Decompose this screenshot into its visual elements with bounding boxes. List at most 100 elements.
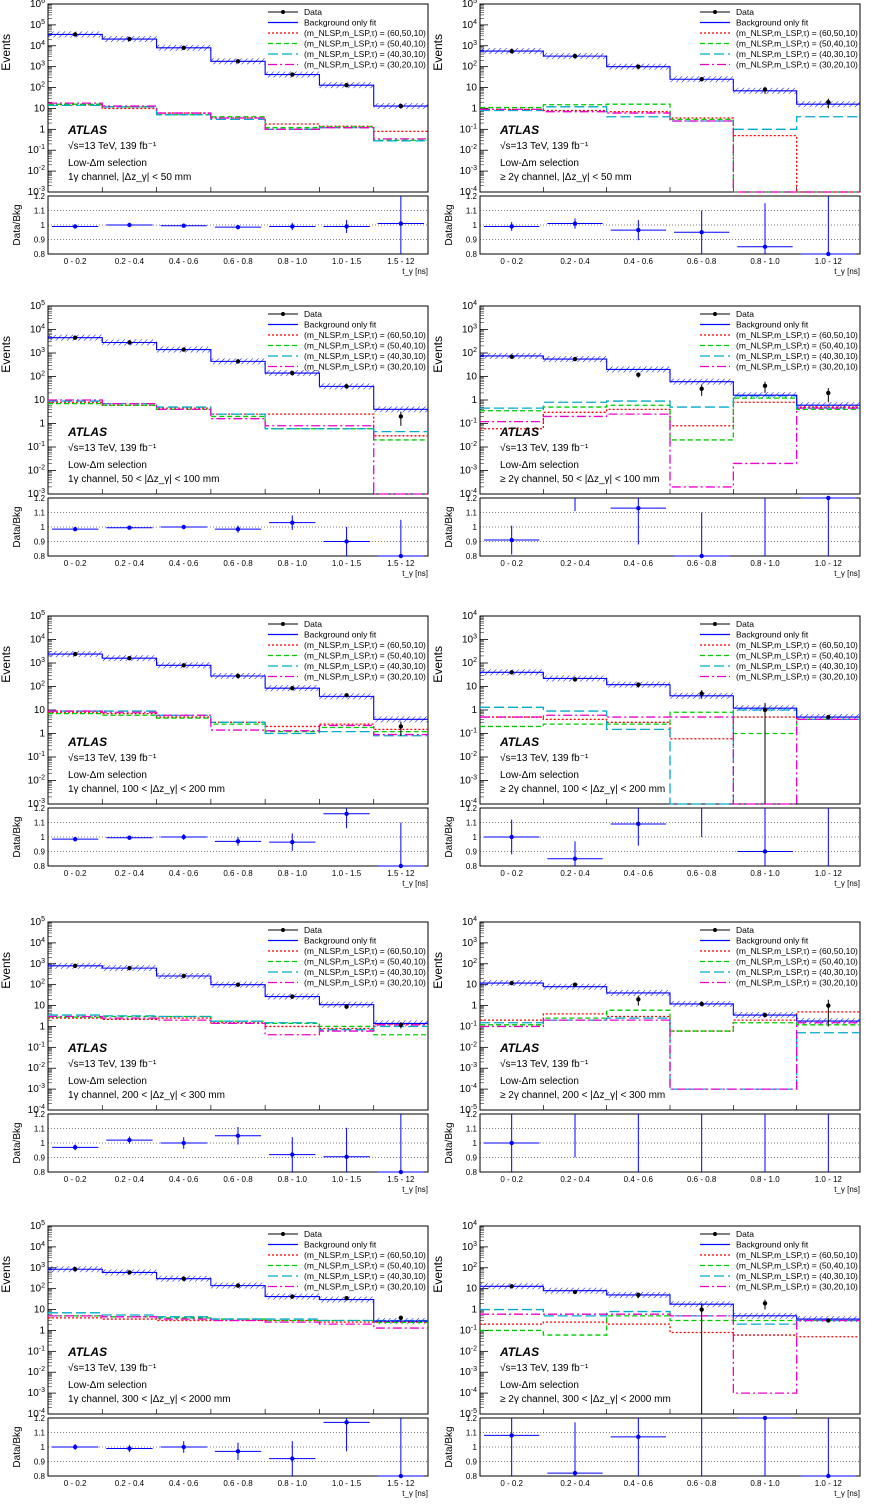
legend-label-bkg: Background only fit bbox=[304, 1240, 377, 1250]
legend-data-dot bbox=[713, 1232, 717, 1236]
y-tick-label: 103 bbox=[462, 324, 477, 336]
ratio-tick-label: 1 bbox=[473, 523, 478, 532]
data-point bbox=[398, 103, 404, 109]
panel-p3: 10-3 10-2 10-1 1 10 102 103 104 105 Events DataBac… bbox=[0, 300, 429, 578]
ratio-tick-label: 1.2 bbox=[466, 494, 478, 503]
legend-label-s40: (m_NLSP,m_LSP,τ) = (40,30,10) bbox=[304, 1271, 426, 1281]
y-tick-label: 103 bbox=[462, 40, 477, 52]
y-tick-label: 102 bbox=[30, 371, 45, 383]
data-point bbox=[290, 994, 295, 999]
bkg-line bbox=[480, 1285, 860, 1320]
x-tick-label: 0.2 - 0.4 bbox=[560, 1175, 590, 1184]
ratio-tick-label: 0.9 bbox=[466, 236, 478, 245]
legend-label-s60: (m_NLSP,m_LSP,τ) = (60,50,10) bbox=[736, 946, 858, 956]
x-tick-label: 1.0 - 12 bbox=[815, 869, 843, 878]
signal-s60-line bbox=[480, 1321, 860, 1338]
data-point bbox=[636, 682, 641, 687]
selection-label: Low-Δm selection bbox=[500, 770, 579, 781]
y-tick-label: 10-2 bbox=[460, 144, 477, 156]
y-tick-label: 10-4 bbox=[460, 186, 477, 198]
data-point bbox=[826, 390, 831, 396]
data-point bbox=[398, 1315, 404, 1321]
panel-p1: 10-3 10-2 10-1 1 10 102 103 104 105 106 Events Data… bbox=[0, 0, 429, 276]
legend-label-s40: (m_NLSP,m_LSP,τ) = (40,30,10) bbox=[736, 49, 858, 59]
ratio-tick-label: 0.9 bbox=[34, 1458, 46, 1467]
data-point bbox=[344, 693, 349, 698]
legend-data-dot bbox=[281, 10, 285, 14]
data-point bbox=[235, 673, 241, 679]
x-tick-label: 0 - 0.2 bbox=[64, 257, 87, 266]
y-tick-label: 104 bbox=[462, 300, 477, 312]
data-point bbox=[398, 414, 404, 419]
x-axis-label: t_γ [ns] bbox=[402, 569, 428, 578]
x-tick-label: 0.6 - 0.8 bbox=[223, 559, 253, 568]
ratio-tick-label: 0.9 bbox=[34, 848, 46, 857]
y-tick-label: 102 bbox=[462, 657, 477, 669]
ratio-tick-label: 1 bbox=[41, 1443, 46, 1452]
legend-data-dot bbox=[713, 622, 717, 626]
legend-label-s30: (m_NLSP,m_LSP,τ) = (30,20,10) bbox=[304, 60, 426, 70]
legend-label-s60: (m_NLSP,m_LSP,τ) = (60,50,10) bbox=[304, 28, 426, 38]
y-tick-label: 102 bbox=[30, 1283, 45, 1295]
energy-label: √s=13 TeV, 139 fb⁻¹ bbox=[68, 1058, 157, 1070]
legend-label-data: Data bbox=[736, 619, 754, 629]
data-point bbox=[572, 53, 578, 59]
legend-label-s30: (m_NLSP,m_LSP,τ) = (30,20,10) bbox=[304, 1282, 426, 1292]
channel-label: 1γ channel, 50 < |Δz_γ| < 100 mm bbox=[68, 474, 219, 485]
signal-s30-line bbox=[48, 102, 428, 140]
y-tick-label: 104 bbox=[462, 610, 477, 622]
bkg-line bbox=[480, 355, 860, 406]
x-tick-label: 0.4 - 0.6 bbox=[169, 257, 199, 266]
legend-label-bkg: Background only fit bbox=[736, 320, 809, 330]
signal-s50-line bbox=[480, 1315, 860, 1336]
y-tick-label: 104 bbox=[462, 916, 477, 928]
x-tick-label: 0.6 - 0.8 bbox=[687, 559, 717, 568]
x-tick-label: 0.6 - 0.8 bbox=[223, 257, 253, 266]
atlas-label: ATLAS bbox=[67, 425, 107, 439]
x-tick-label: 1.0 - 1.5 bbox=[332, 1175, 362, 1184]
y-tick-label: 102 bbox=[462, 958, 477, 970]
ratio-tick-label: 0.9 bbox=[466, 538, 478, 547]
data-point bbox=[181, 973, 186, 979]
y-tick-label: 10-3 bbox=[28, 798, 45, 810]
y-tick-label: 10-1 bbox=[28, 144, 45, 156]
y-tick-label: 10-2 bbox=[460, 751, 477, 763]
energy-label: √s=13 TeV, 139 fb⁻¹ bbox=[500, 442, 589, 454]
legend-label-s40: (m_NLSP,m_LSP,τ) = (40,30,10) bbox=[304, 351, 426, 361]
legend-label-s50: (m_NLSP,m_LSP,τ) = (50,40,10) bbox=[304, 39, 426, 49]
x-tick-label: 1.0 - 1.5 bbox=[332, 257, 362, 266]
ratio-tick-label: 1.2 bbox=[466, 1110, 478, 1119]
atlas-label: ATLAS bbox=[499, 1041, 539, 1055]
y-tick-label: 10-1 bbox=[460, 1020, 477, 1032]
x-tick-label: 0.8 - 1.0 bbox=[278, 1175, 308, 1184]
legend-label-data: Data bbox=[736, 309, 754, 319]
legend-label-s50: (m_NLSP,m_LSP,τ) = (50,40,10) bbox=[736, 341, 858, 351]
legend-label-bkg: Background only fit bbox=[736, 1240, 809, 1250]
energy-label: √s=13 TeV, 139 fb⁻¹ bbox=[500, 752, 589, 764]
x-tick-label: 1.0 - 12 bbox=[815, 1175, 843, 1184]
legend-label-s50: (m_NLSP,m_LSP,τ) = (50,40,10) bbox=[304, 1261, 426, 1271]
x-axis-label: t_γ [ns] bbox=[402, 267, 428, 276]
ratio-tick-label: 1.1 bbox=[34, 509, 46, 518]
legend-label-s60: (m_NLSP,m_LSP,τ) = (60,50,10) bbox=[304, 1250, 426, 1260]
main-frame bbox=[47, 3, 429, 193]
data-point bbox=[762, 1301, 768, 1306]
data-point bbox=[636, 372, 641, 377]
selection-label: Low-Δm selection bbox=[500, 460, 579, 471]
x-tick-label: 0.4 - 0.6 bbox=[169, 869, 199, 878]
x-axis-label: t_γ [ns] bbox=[834, 1185, 860, 1194]
data-point bbox=[344, 1295, 349, 1301]
y-tick-label: 10 bbox=[34, 1305, 46, 1316]
y-tick-label: 10-2 bbox=[28, 775, 45, 787]
x-tick-label: 0.8 - 1.0 bbox=[278, 559, 308, 568]
x-tick-label: 0.6 - 0.8 bbox=[223, 869, 253, 878]
data-point bbox=[344, 1004, 349, 1009]
energy-label: √s=13 TeV, 139 fb⁻¹ bbox=[68, 1362, 157, 1374]
y-tick-label: 10-3 bbox=[460, 1062, 477, 1074]
y-tick-label: 10 bbox=[466, 1284, 478, 1295]
y-tick-label: 10-5 bbox=[460, 1104, 477, 1116]
data-point bbox=[72, 651, 78, 657]
data-point bbox=[572, 982, 578, 987]
x-tick-label: 0.2 - 0.4 bbox=[560, 559, 590, 568]
channel-label: ≥ 2γ channel, |Δz_γ| < 50 mm bbox=[500, 172, 632, 183]
